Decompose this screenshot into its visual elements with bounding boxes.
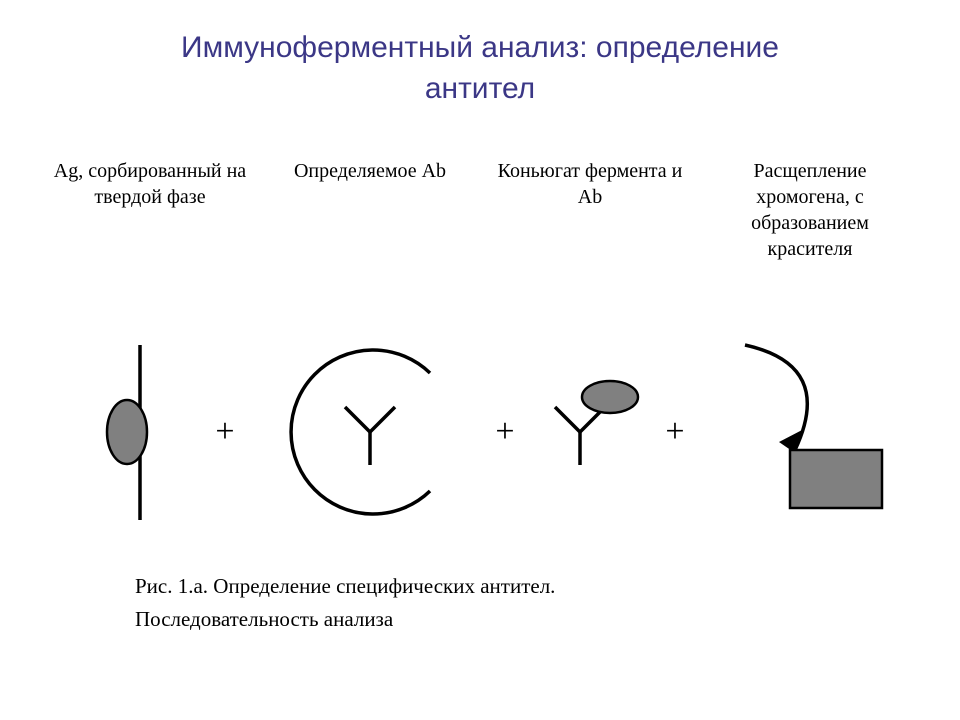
plus-sign-3: + bbox=[665, 413, 684, 451]
stage-2-antibody bbox=[291, 350, 430, 514]
label-col-3: Коньюгат фермента и Ab bbox=[490, 158, 690, 262]
title-line-1: Иммуноферментный анализ: определение bbox=[181, 31, 779, 64]
stage-3-conjugate bbox=[555, 381, 638, 465]
plus-sign-1: + bbox=[215, 413, 234, 451]
enzyme-shape bbox=[582, 381, 638, 413]
antibody-y-arm1 bbox=[345, 407, 370, 432]
figure-caption: Рис. 1.а. Определение специфических анти… bbox=[135, 570, 555, 635]
dye-rectangle bbox=[790, 450, 882, 508]
diagram-container: + + + bbox=[0, 325, 960, 545]
labels-row: Ag, сорбированный на твердой фазе Опреде… bbox=[0, 158, 960, 262]
page-title: Иммуноферментный анализ: определение ант… bbox=[0, 0, 960, 109]
label-col-2: Определяемое Ab bbox=[270, 158, 470, 262]
diagram-svg bbox=[0, 325, 960, 545]
label-col-4: Расщепление хромогена, с образованием кр… bbox=[710, 158, 910, 262]
caption-line-1: Рис. 1.а. Определение специфических анти… bbox=[135, 574, 555, 598]
antigen-shape bbox=[107, 400, 147, 464]
plus-sign-2: + bbox=[495, 413, 514, 451]
label-col-1: Ag, сорбированный на твердой фазе bbox=[50, 158, 250, 262]
open-circle-icon bbox=[291, 350, 430, 514]
stage-4-chromogen bbox=[745, 345, 882, 508]
title-line-2: антител bbox=[425, 72, 535, 105]
caption-line-2: Последовательность анализа bbox=[135, 607, 393, 631]
stage-1-antigen-on-solid-phase bbox=[107, 345, 147, 520]
antibody-y-arm2 bbox=[370, 407, 395, 432]
conjugate-y-arm1 bbox=[555, 407, 580, 432]
